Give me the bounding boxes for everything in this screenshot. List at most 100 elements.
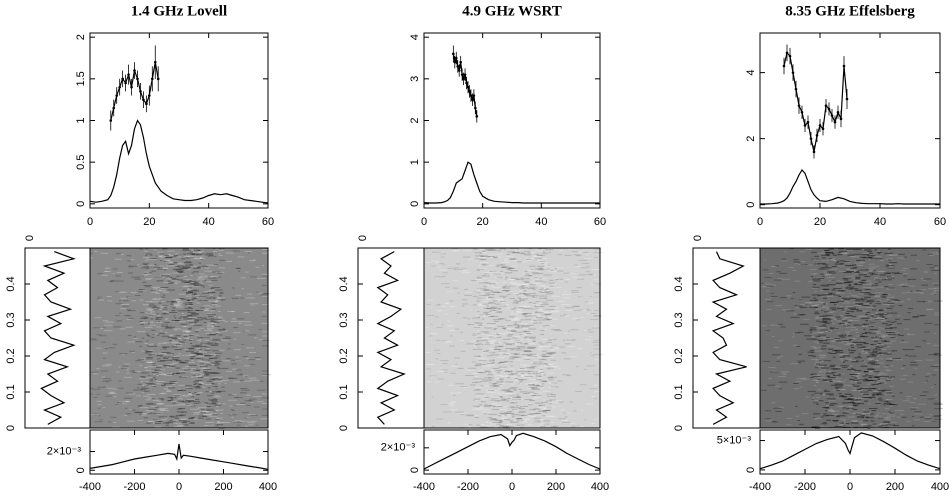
image-texture (182, 290, 187, 291)
image-texture (437, 310, 443, 311)
image-texture (810, 327, 816, 328)
image-texture (840, 315, 846, 316)
image-texture (127, 261, 130, 262)
image-texture (237, 374, 243, 375)
image-texture (500, 271, 503, 272)
image-texture (196, 280, 202, 281)
image-texture (561, 304, 569, 305)
image-texture (880, 423, 888, 424)
image-texture (158, 409, 166, 410)
y-tick-label: 5×10⁻³ (717, 434, 752, 446)
image-texture (549, 403, 552, 404)
image-texture (844, 422, 846, 423)
image-texture (142, 282, 146, 283)
image-texture (519, 298, 528, 299)
image-texture (126, 373, 129, 374)
image-texture (930, 267, 936, 268)
image-texture (442, 363, 447, 364)
image-texture (786, 418, 792, 419)
image-texture (518, 252, 524, 253)
image-texture (903, 319, 910, 320)
image-texture (869, 408, 878, 409)
image-texture (927, 373, 930, 374)
image-texture (200, 371, 202, 372)
image-texture (462, 272, 471, 273)
image-texture (191, 396, 194, 397)
image-texture (447, 325, 454, 326)
image-texture (214, 301, 218, 302)
image-texture (510, 371, 513, 372)
image-texture (484, 328, 492, 329)
image-texture (843, 340, 851, 341)
pa-point (822, 127, 825, 130)
image-texture (548, 340, 552, 341)
image-texture (459, 340, 464, 341)
image-texture (765, 410, 771, 411)
image-texture (199, 260, 201, 261)
image-texture (796, 346, 800, 347)
image-texture (181, 418, 188, 419)
image-texture (185, 331, 187, 332)
image-texture (507, 251, 514, 252)
y-tick-label: 0 (409, 467, 421, 473)
image-texture (179, 403, 185, 404)
image-texture (552, 406, 557, 407)
image-texture (262, 409, 267, 410)
image-texture (821, 330, 829, 331)
image-texture (515, 302, 518, 303)
pa-point (470, 94, 473, 97)
image-texture (199, 368, 202, 369)
image-texture (207, 330, 213, 331)
image-texture (262, 276, 268, 277)
image-texture (479, 305, 485, 306)
image-texture (511, 422, 519, 423)
image-texture (186, 370, 190, 371)
image-texture (520, 425, 523, 426)
image-texture (90, 257, 92, 258)
image-texture (865, 289, 871, 290)
image-texture (579, 274, 587, 275)
image-texture (240, 392, 247, 393)
y-tick-label: 0.3 (5, 312, 17, 327)
pa-point (795, 88, 798, 91)
image-texture (201, 337, 210, 338)
image-texture (494, 251, 498, 252)
image-texture (514, 328, 520, 329)
image-texture (103, 407, 106, 408)
image-texture (544, 316, 550, 317)
image-texture (884, 341, 887, 342)
image-texture (485, 249, 493, 250)
image-texture (819, 321, 828, 322)
image-texture (769, 378, 772, 379)
image-texture (460, 368, 464, 369)
image-texture (426, 368, 431, 369)
image-texture (198, 418, 204, 419)
image-texture (544, 420, 551, 421)
image-texture (875, 303, 881, 304)
image-texture (511, 314, 518, 315)
image-texture (152, 287, 160, 288)
image-texture (161, 373, 164, 374)
image-texture (478, 344, 483, 345)
image-texture (876, 346, 880, 347)
image-texture (550, 271, 557, 272)
y-tick-label: 0 (75, 201, 87, 207)
image-texture (164, 342, 170, 343)
image-texture (545, 353, 552, 354)
image-texture (479, 265, 481, 266)
image-texture (163, 311, 167, 312)
image-texture (511, 407, 514, 408)
image-texture (151, 271, 156, 272)
image-texture (539, 296, 543, 297)
image-texture (501, 353, 509, 354)
image-texture (517, 322, 520, 323)
image-texture (230, 414, 233, 415)
image-texture (254, 406, 259, 407)
image-texture (453, 280, 458, 281)
image-texture (145, 350, 148, 351)
image-texture (901, 340, 903, 341)
image-texture (565, 416, 568, 417)
pa-point (148, 94, 151, 97)
image-texture (192, 340, 200, 341)
image-texture (119, 380, 122, 381)
